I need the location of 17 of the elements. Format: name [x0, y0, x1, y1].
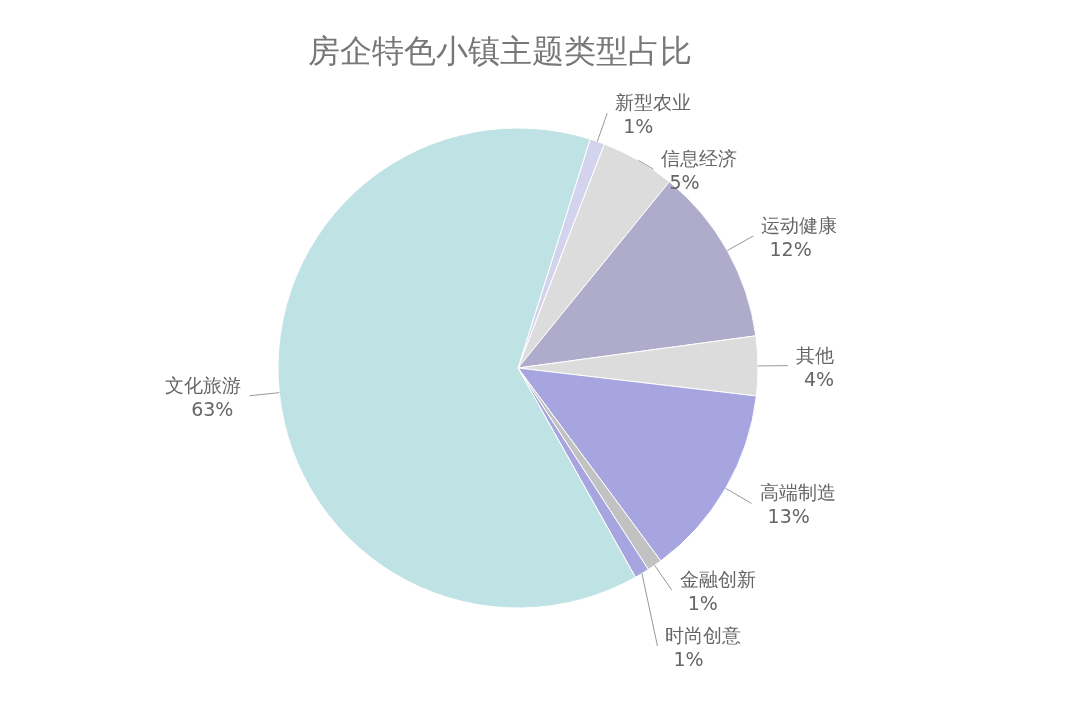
- slice-label: 金融创新: [679, 567, 756, 590]
- slice-label: 时尚创意: [665, 623, 742, 646]
- data-label: 13%: [767, 505, 810, 528]
- data-label: 1%: [623, 115, 654, 138]
- slice-label: 其他: [795, 343, 834, 366]
- data-label: 1%: [687, 591, 718, 614]
- data-label: 1%: [673, 647, 704, 670]
- chart-title: 房企特色小镇主题类型占比: [308, 32, 692, 70]
- data-label: 4%: [803, 367, 835, 390]
- slice-label: 新型农业: [615, 91, 692, 114]
- data-label: 12%: [769, 237, 812, 260]
- slice-label: 文化旅游: [165, 373, 242, 396]
- slice-label: 高端制造: [759, 481, 836, 504]
- data-label: 5%: [669, 171, 700, 194]
- slice-label: 运动健康: [761, 213, 838, 236]
- slice-label: 信息经济: [661, 147, 738, 170]
- data-label: 63%: [191, 397, 234, 420]
